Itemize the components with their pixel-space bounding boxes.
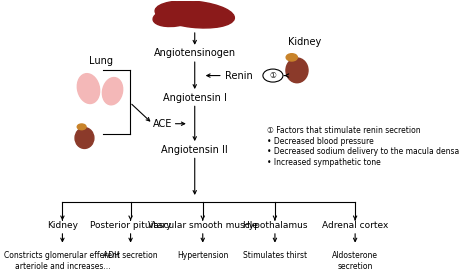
Text: ADH secretion: ADH secretion — [103, 251, 158, 260]
Text: Hypertension: Hypertension — [177, 251, 228, 260]
Text: Angiotensin I: Angiotensin I — [163, 93, 227, 103]
Text: ACE: ACE — [153, 119, 173, 129]
Text: Stimulates thirst: Stimulates thirst — [243, 251, 307, 260]
Text: Kidney: Kidney — [47, 221, 78, 230]
Text: Constricts glomerular efferent
arteriole and increases...: Constricts glomerular efferent arteriole… — [4, 251, 120, 271]
Text: ①: ① — [270, 71, 276, 80]
Ellipse shape — [153, 7, 196, 27]
Ellipse shape — [77, 74, 100, 104]
Text: Adrenal cortex: Adrenal cortex — [322, 221, 388, 230]
Text: Angiotensinogen: Angiotensinogen — [154, 48, 236, 58]
Ellipse shape — [102, 78, 123, 105]
Text: Renin: Renin — [225, 71, 253, 81]
Ellipse shape — [77, 124, 86, 130]
Text: Hypothalamus: Hypothalamus — [242, 221, 308, 230]
Text: Angiotensin II: Angiotensin II — [161, 145, 228, 155]
Text: ① Factors that stimulate renin secretion
• Decreased blood pressure
• Decreased : ① Factors that stimulate renin secretion… — [267, 126, 459, 167]
Ellipse shape — [155, 1, 234, 28]
Text: Lung: Lung — [89, 56, 112, 67]
Text: Kidney: Kidney — [288, 37, 322, 47]
Text: Aldosterone
secretion: Aldosterone secretion — [332, 251, 378, 271]
Ellipse shape — [75, 128, 94, 149]
Text: Vascular smooth muscle: Vascular smooth muscle — [148, 221, 258, 230]
Ellipse shape — [286, 58, 308, 83]
Text: Posterior pituitary: Posterior pituitary — [90, 221, 171, 230]
Ellipse shape — [286, 54, 297, 61]
